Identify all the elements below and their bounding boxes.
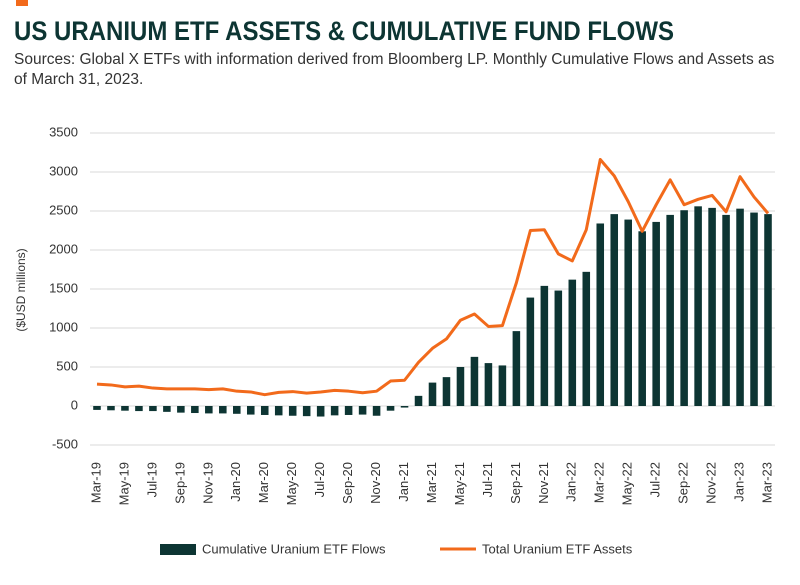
bar	[414, 395, 423, 406]
chart-title: US URANIUM ETF ASSETS & CUMULATIVE FUND …	[14, 16, 674, 46]
y-tick-label: 3500	[49, 124, 78, 139]
bar	[652, 221, 660, 406]
x-tick-label: May-19	[116, 462, 131, 505]
bar	[205, 406, 213, 414]
bar	[121, 406, 129, 411]
y-tick-label: 3000	[49, 163, 78, 178]
bar	[484, 363, 493, 406]
y-tick-label: 0	[71, 397, 78, 412]
bar	[498, 365, 507, 406]
bar	[233, 406, 241, 414]
line	[96, 158, 770, 397]
bar	[372, 406, 381, 416]
bar	[219, 406, 227, 414]
x-tick-label: Jan-23	[731, 462, 746, 502]
bar	[177, 406, 185, 413]
y-tick-label: 1000	[49, 319, 78, 334]
bar	[428, 382, 437, 406]
x-tick-label: Jan-22	[564, 462, 579, 502]
x-tick-label: Nov-19	[200, 462, 215, 504]
bar	[442, 377, 451, 406]
bar	[93, 406, 101, 410]
bar	[163, 406, 171, 412]
bar	[582, 271, 591, 406]
y-tick-label: 1500	[49, 280, 78, 295]
bar	[512, 331, 521, 406]
bar	[736, 208, 744, 406]
bar	[540, 285, 549, 406]
x-tick-label: Jul-19	[144, 462, 159, 497]
bar	[596, 223, 605, 406]
x-tick-label: Mar-20	[256, 462, 271, 503]
x-tick-label: May-22	[620, 462, 635, 505]
bar	[149, 406, 157, 412]
x-tick-label: Mar-19	[88, 462, 103, 503]
bar	[554, 290, 563, 406]
bar	[568, 279, 577, 406]
y-tick-label: 2000	[49, 241, 78, 256]
x-tick-label: Mar-22	[592, 462, 607, 503]
x-tick-label: Nov-22	[704, 462, 719, 504]
x-tick-label: Mar-23	[759, 462, 774, 503]
bar	[330, 406, 339, 416]
y-tick-label: -500	[52, 436, 78, 451]
bar	[358, 406, 367, 415]
bar	[288, 406, 297, 416]
bar	[386, 406, 395, 411]
x-tick-label: Sep-21	[508, 462, 523, 504]
bar	[638, 231, 646, 406]
bar	[316, 406, 325, 417]
bar	[666, 214, 674, 406]
logo-mark	[16, 0, 28, 6]
bar	[750, 212, 758, 406]
bar	[191, 406, 199, 414]
x-tick-label: Sep-22	[676, 462, 691, 504]
x-tick-label: May-21	[452, 462, 467, 505]
bar	[764, 214, 772, 406]
bar	[400, 406, 409, 408]
bar	[694, 206, 702, 406]
x-tick-label: Jul-22	[648, 462, 663, 497]
chart-subtitle: Sources: Global X ETFs with information …	[14, 51, 775, 88]
legend-label: Total Uranium ETF Assets	[482, 541, 633, 556]
y-tick-label: 2500	[49, 202, 78, 217]
x-tick-label: Jul-20	[312, 462, 327, 497]
bar	[470, 356, 479, 406]
x-tick-label: Jan-21	[396, 462, 411, 502]
bar	[344, 406, 353, 415]
bar	[274, 406, 283, 416]
x-tick-label: Sep-19	[172, 462, 187, 504]
bar	[526, 297, 535, 406]
bar	[246, 406, 255, 415]
bar	[722, 214, 730, 406]
bar	[680, 210, 688, 406]
x-tick-label: Nov-20	[368, 462, 383, 504]
bar	[260, 406, 269, 415]
legend-label: Cumulative Uranium ETF Flows	[202, 541, 386, 556]
x-tick-label: Nov-21	[536, 462, 551, 504]
y-axis-label: ($USD millions)	[14, 248, 28, 331]
bar	[610, 214, 619, 406]
y-tick-label: 500	[56, 358, 78, 373]
x-tick-label: Mar-21	[424, 462, 439, 503]
bar	[708, 207, 716, 406]
bar	[107, 406, 115, 411]
x-tick-label: Jan-20	[228, 462, 243, 502]
x-tick-label: May-20	[284, 462, 299, 505]
bar	[456, 367, 465, 406]
x-tick-label: Jul-21	[480, 462, 495, 497]
bar	[624, 219, 632, 406]
legend-swatch	[160, 544, 196, 555]
subtitle-box: Sources: Global X ETFs with information …	[14, 51, 775, 88]
bar	[302, 406, 311, 417]
bar	[135, 406, 143, 412]
x-tick-label: Sep-20	[340, 462, 355, 504]
